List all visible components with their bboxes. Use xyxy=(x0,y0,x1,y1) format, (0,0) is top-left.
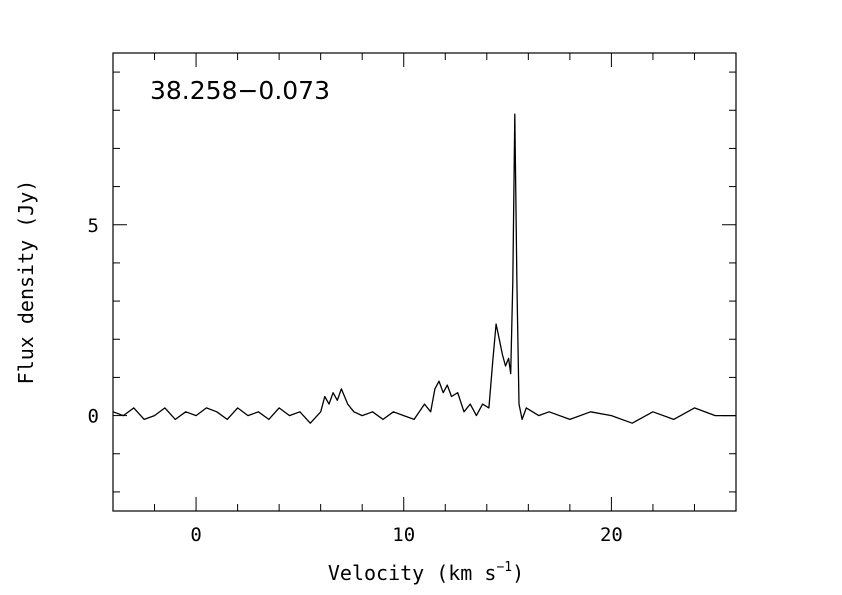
x-axis-title: Velocity (km s−1) xyxy=(328,560,524,585)
panel-label: 38.258−0.073 xyxy=(150,76,330,105)
y-tick-label: 5 xyxy=(88,215,99,237)
x-tick-label: 20 xyxy=(600,524,623,546)
y-axis-title: Flux density (Jy) xyxy=(14,180,38,385)
x-tick-label: 0 xyxy=(190,524,201,546)
y-tick-label: 0 xyxy=(88,406,99,428)
tick-labels: 0 10 20 0 5 xyxy=(88,215,623,546)
x-tick-label: 10 xyxy=(392,524,415,546)
plot-frame xyxy=(112,52,737,512)
axis-ticks xyxy=(112,53,737,511)
spectrum-series-line xyxy=(112,113,736,424)
